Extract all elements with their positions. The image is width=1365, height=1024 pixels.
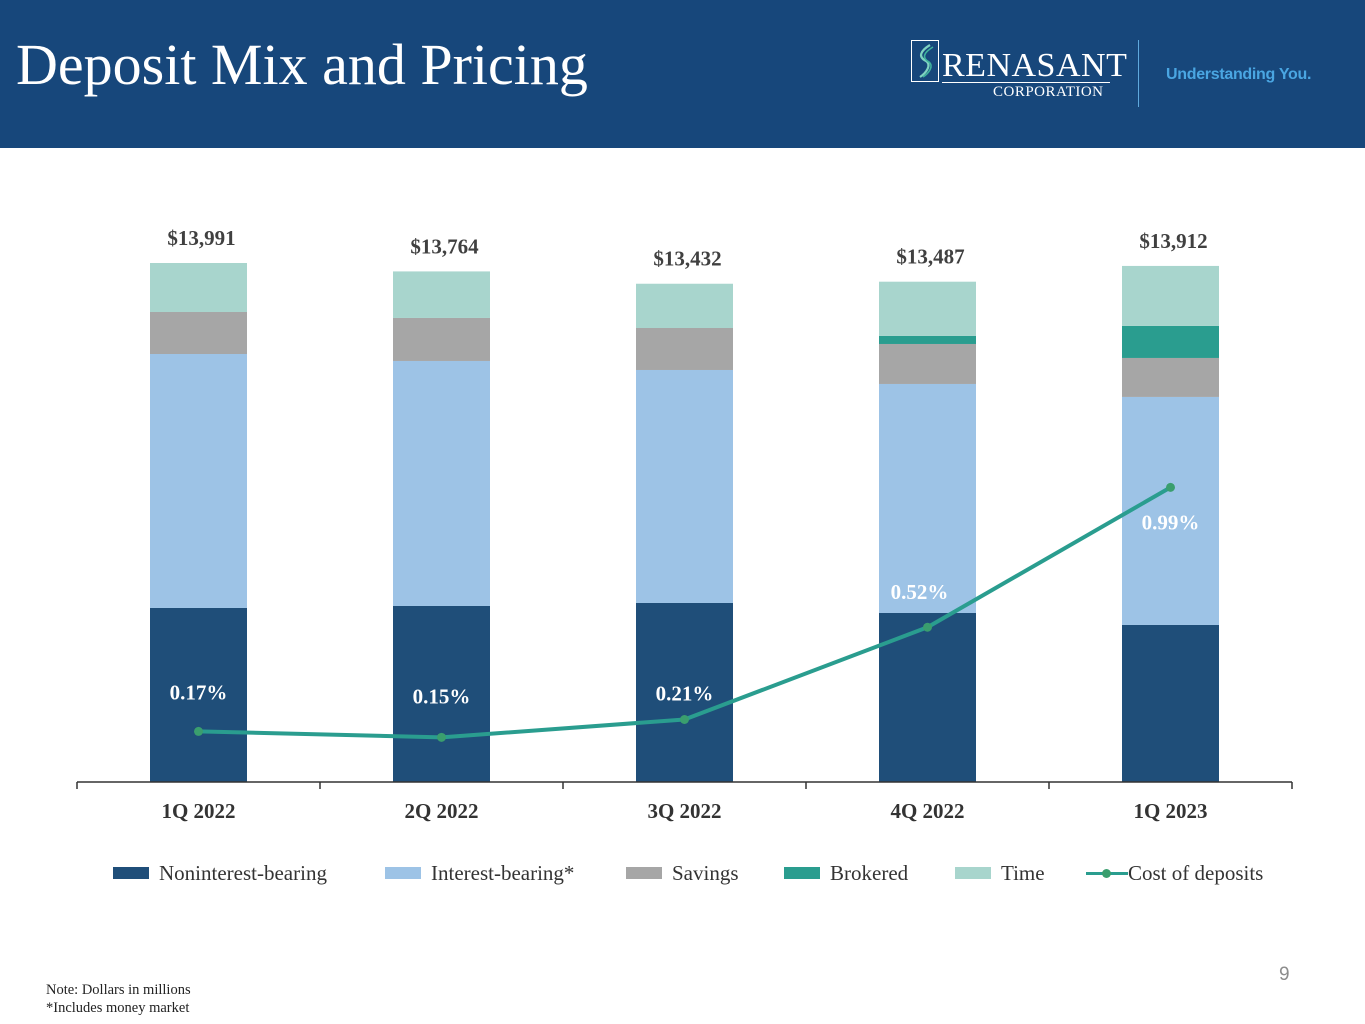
page-number: 9 <box>1279 964 1290 985</box>
total-label: $13,912 <box>1139 229 1207 253</box>
bar-segment-savings <box>879 343 976 384</box>
cost-marker <box>194 726 203 736</box>
legend-item-savings: Savings <box>626 860 739 886</box>
bar-segment-savings <box>1122 357 1219 397</box>
bar-segment-time <box>879 281 976 336</box>
bar-segment-noninterest_bearing <box>636 602 733 782</box>
bar-segment-interest_bearing <box>150 353 247 608</box>
legend-label: Brokered <box>830 860 909 885</box>
bar-segment-time <box>636 283 733 328</box>
bar-segment-noninterest_bearing <box>150 607 247 782</box>
x-tick-label: 2Q 2022 <box>404 799 478 823</box>
bar-segment-savings <box>636 327 733 370</box>
cost-marker <box>923 622 932 632</box>
legend-swatch-savings <box>626 867 662 879</box>
legend-swatch-cost-of-deposits <box>1086 867 1128 879</box>
bar-segment-time <box>1122 265 1219 326</box>
header-divider <box>1138 40 1139 107</box>
footnotes: Note: Dollars in millions *Includes mone… <box>46 981 191 1017</box>
cost-data-label: 0.52% <box>891 580 949 604</box>
logo-underline <box>942 82 1110 83</box>
bar-segment-interest_bearing <box>1122 396 1219 625</box>
legend-item-noninterest-bearing: Noninterest-bearing <box>113 860 327 886</box>
note-units: Note: Dollars in millions <box>46 982 191 998</box>
legend-item-time: Time <box>955 860 1045 886</box>
bar-segment-savings <box>150 312 247 354</box>
chart-legend: Noninterest-bearing Interest-bearing* Sa… <box>0 860 1365 888</box>
legend-label: Time <box>1001 860 1045 885</box>
bar-segment-interest_bearing <box>636 369 733 603</box>
legend-label: Cost of deposits <box>1128 860 1264 885</box>
bar-segment-savings <box>393 317 490 361</box>
cost-data-label: 0.17% <box>170 680 228 704</box>
bar-segment-interest_bearing <box>879 383 976 613</box>
legend-swatch-interest-bearing <box>385 867 421 879</box>
legend-swatch-noninterest-bearing <box>113 867 149 879</box>
renasant-logo-icon <box>911 40 939 82</box>
total-label: $13,764 <box>410 234 479 258</box>
logo-subtitle: CORPORATION <box>993 84 1104 100</box>
bar-segment-time <box>393 271 490 318</box>
legend-label: Noninterest-bearing <box>159 860 327 885</box>
x-tick-label: 1Q 2022 <box>161 799 235 823</box>
bar-segment-noninterest_bearing <box>1122 624 1219 782</box>
legend-swatch-time <box>955 867 991 879</box>
legend-item-brokered: Brokered <box>784 860 908 886</box>
x-tick-label: 3Q 2022 <box>647 799 721 823</box>
bar-segment-brokered <box>1122 325 1219 358</box>
legend-item-cost-of-deposits: Cost of deposits <box>1086 860 1263 886</box>
legend-label: Interest-bearing* <box>431 860 575 885</box>
bar-segment-noninterest_bearing <box>393 605 490 782</box>
legend-label: Savings <box>672 860 739 885</box>
cost-data-label: 0.15% <box>413 684 471 708</box>
bar-segment-brokered <box>879 335 976 344</box>
total-label: $13,991 <box>167 226 235 250</box>
legend-swatch-brokered <box>784 867 820 879</box>
cost-data-label: 0.21% <box>656 682 714 706</box>
cost-data-label: 0.99% <box>1142 510 1200 534</box>
tagline: Understanding You. <box>1166 66 1312 83</box>
total-label: $13,487 <box>896 245 964 269</box>
note-money-market: *Includes money market <box>46 1000 190 1016</box>
x-tick-label: 4Q 2022 <box>890 799 964 823</box>
slide-title: Deposit Mix and Pricing <box>16 32 588 97</box>
cost-marker <box>437 732 446 742</box>
x-tick-label: 1Q 2023 <box>1133 799 1207 823</box>
deposit-mix-chart: $13,991 1Q 2022 $13,764 2Q 2022 $13,432 3Q 20… <box>76 226 1293 823</box>
legend-item-interest-bearing: Interest-bearing* <box>385 860 574 886</box>
total-label: $13,432 <box>653 247 721 271</box>
logo-wordmark: RENASANT <box>942 47 1128 84</box>
bar-segment-time <box>150 263 247 313</box>
cost-marker <box>680 715 689 725</box>
bar-segment-interest_bearing <box>393 360 490 606</box>
slide-header: Deposit Mix and Pricing RENASANT CORPORA… <box>0 0 1365 148</box>
cost-marker <box>1166 482 1175 492</box>
